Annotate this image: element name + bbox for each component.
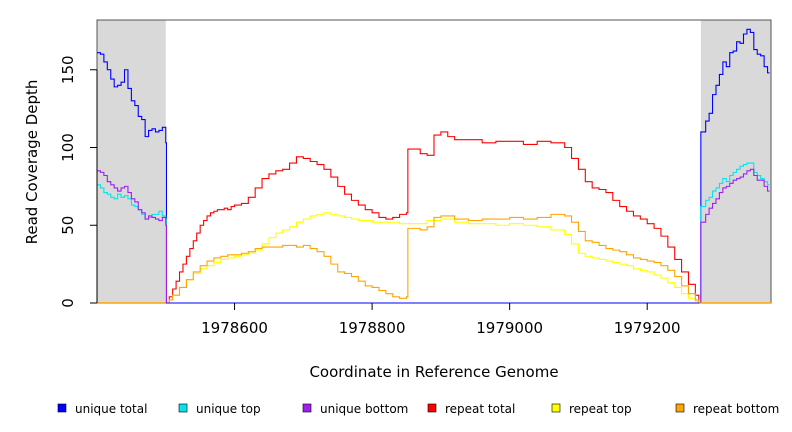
y-tick-label: 0 <box>59 298 77 308</box>
legend-swatch <box>427 403 437 413</box>
x-axis-title: Coordinate in Reference Genome <box>309 363 558 381</box>
series-line-repeat-bottom <box>165 213 700 304</box>
x-tick-label: 1978800 <box>339 319 406 337</box>
y-tick-label: 50 <box>59 216 77 235</box>
plot-frame <box>96 19 772 304</box>
legend-swatch <box>178 403 188 413</box>
legend-label: unique bottom <box>320 402 408 416</box>
legend-swatch <box>302 403 312 413</box>
legend-label: unique top <box>196 402 261 416</box>
series-line-repeat-top <box>165 212 700 304</box>
legend-label: repeat bottom <box>693 402 779 416</box>
x-tick-label: 1979000 <box>476 319 543 337</box>
x-tick-label: 1979200 <box>614 319 681 337</box>
legend: unique total unique top unique bottom repea… <box>57 402 779 416</box>
x-tick-label: 1978600 <box>201 319 268 337</box>
y-axis-title: Read Coverage Depth <box>23 80 41 245</box>
series-line-repeat-total <box>165 131 700 304</box>
series-lines <box>97 28 771 304</box>
legend-label: unique total <box>75 402 147 416</box>
legend-swatch <box>675 403 685 413</box>
y-tick-label: 150 <box>59 55 77 84</box>
legend-swatch <box>551 403 561 413</box>
series-line-unique-total <box>97 28 770 304</box>
shaded-region-0 <box>97 20 166 303</box>
legend-swatch <box>57 403 67 413</box>
y-axis: 0 50 100 150 <box>59 55 98 308</box>
shaded-regions <box>97 20 771 303</box>
legend-label: repeat top <box>569 402 632 416</box>
legend-label: repeat total <box>445 402 515 416</box>
y-tick-label: 100 <box>59 133 77 162</box>
shaded-region-1 <box>700 20 771 303</box>
x-axis: 1978600 1978800 1979000 1979200 <box>201 303 681 337</box>
